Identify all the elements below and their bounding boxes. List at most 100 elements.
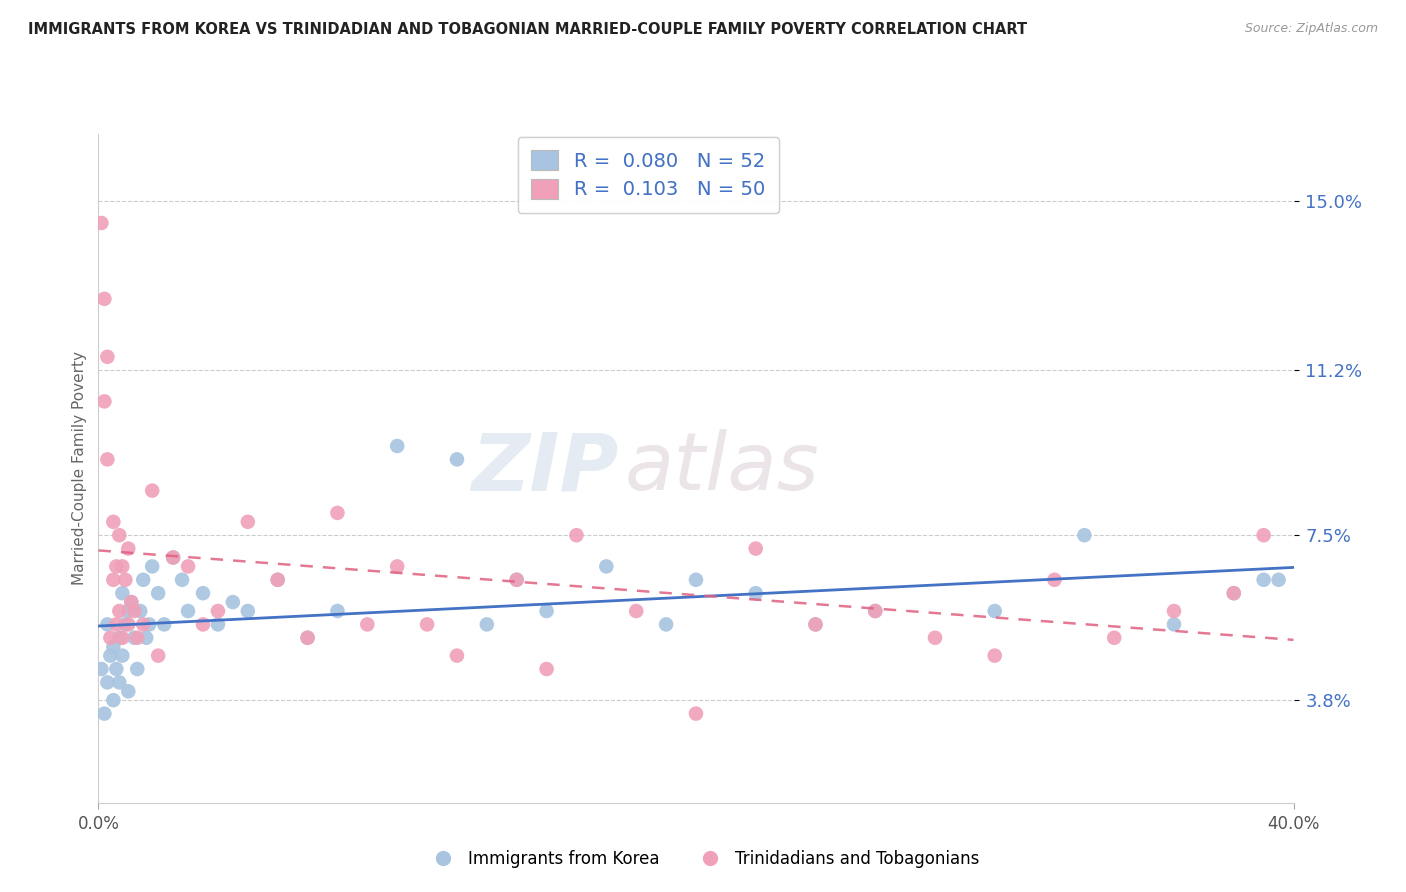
Point <box>191 586 214 600</box>
Point <box>297 631 319 645</box>
Point <box>863 604 886 618</box>
Legend: Immigrants from Korea, Trinidadians and Tobagonians: Immigrants from Korea, Trinidadians and … <box>420 844 986 875</box>
Point <box>93 292 115 306</box>
Point <box>207 617 229 632</box>
Point <box>745 586 768 600</box>
Point <box>129 604 152 618</box>
Point <box>120 595 142 609</box>
Point <box>624 604 647 618</box>
Point <box>105 662 128 676</box>
Point <box>685 573 707 587</box>
Point <box>108 675 131 690</box>
Point <box>863 604 886 618</box>
Point <box>103 640 125 654</box>
Point <box>93 394 115 409</box>
Point <box>96 452 118 467</box>
Point <box>326 506 349 520</box>
Point <box>148 648 170 663</box>
Point <box>222 595 245 609</box>
Point <box>924 631 946 645</box>
Y-axis label: Married-Couple Family Poverty: Married-Couple Family Poverty <box>72 351 87 585</box>
Point <box>141 559 163 574</box>
Point <box>595 559 617 574</box>
Point <box>148 586 170 600</box>
Point <box>98 648 122 663</box>
Point <box>267 573 290 587</box>
Point <box>111 648 134 663</box>
Point <box>326 604 349 618</box>
Point <box>804 617 827 632</box>
Point <box>385 559 409 574</box>
Point <box>1163 617 1185 632</box>
Point <box>804 617 827 632</box>
Point <box>111 631 134 645</box>
Point <box>108 528 131 542</box>
Point <box>117 541 139 556</box>
Point <box>117 617 139 632</box>
Point <box>177 559 200 574</box>
Point <box>153 617 176 632</box>
Point <box>1222 586 1246 600</box>
Point <box>162 550 184 565</box>
Point <box>1253 573 1275 587</box>
Legend: R =  0.080   N = 52, R =  0.103   N = 50: R = 0.080 N = 52, R = 0.103 N = 50 <box>517 136 779 213</box>
Point <box>685 706 707 721</box>
Point <box>536 662 558 676</box>
Point <box>132 573 155 587</box>
Point <box>127 631 149 645</box>
Point <box>446 452 468 467</box>
Point <box>98 631 122 645</box>
Point <box>446 648 468 663</box>
Point <box>416 617 439 632</box>
Point <box>1073 528 1095 542</box>
Point <box>267 573 290 587</box>
Point <box>108 604 131 618</box>
Point <box>1163 604 1185 618</box>
Point <box>745 541 768 556</box>
Point <box>93 706 115 721</box>
Point <box>207 604 229 618</box>
Point <box>236 515 259 529</box>
Text: ZIP: ZIP <box>471 429 619 508</box>
Point <box>297 631 319 645</box>
Point <box>506 573 529 587</box>
Point <box>103 693 125 707</box>
Point <box>132 617 155 632</box>
Point <box>191 617 214 632</box>
Point <box>162 550 184 565</box>
Point <box>114 573 136 587</box>
Point <box>124 604 146 618</box>
Point <box>236 604 259 618</box>
Point <box>356 617 378 632</box>
Point <box>1222 586 1246 600</box>
Text: IMMIGRANTS FROM KOREA VS TRINIDADIAN AND TOBAGONIAN MARRIED-COUPLE FAMILY POVERT: IMMIGRANTS FROM KOREA VS TRINIDADIAN AND… <box>28 22 1028 37</box>
Point <box>127 662 149 676</box>
Point <box>172 573 194 587</box>
Point <box>120 595 142 609</box>
Point <box>117 684 139 698</box>
Point <box>114 617 136 632</box>
Point <box>177 604 200 618</box>
Point <box>108 631 131 645</box>
Point <box>90 662 112 676</box>
Point <box>1043 573 1066 587</box>
Point <box>105 617 128 632</box>
Point <box>506 573 529 587</box>
Point <box>138 617 160 632</box>
Point <box>475 617 498 632</box>
Point <box>103 573 125 587</box>
Point <box>96 350 118 364</box>
Point <box>385 439 409 453</box>
Point <box>90 216 112 230</box>
Point <box>655 617 678 632</box>
Point <box>117 604 139 618</box>
Point <box>1267 573 1289 587</box>
Point <box>124 631 146 645</box>
Point <box>135 631 157 645</box>
Point <box>1253 528 1275 542</box>
Point <box>96 617 118 632</box>
Point <box>983 648 1005 663</box>
Point <box>536 604 558 618</box>
Point <box>105 559 128 574</box>
Point <box>111 559 134 574</box>
